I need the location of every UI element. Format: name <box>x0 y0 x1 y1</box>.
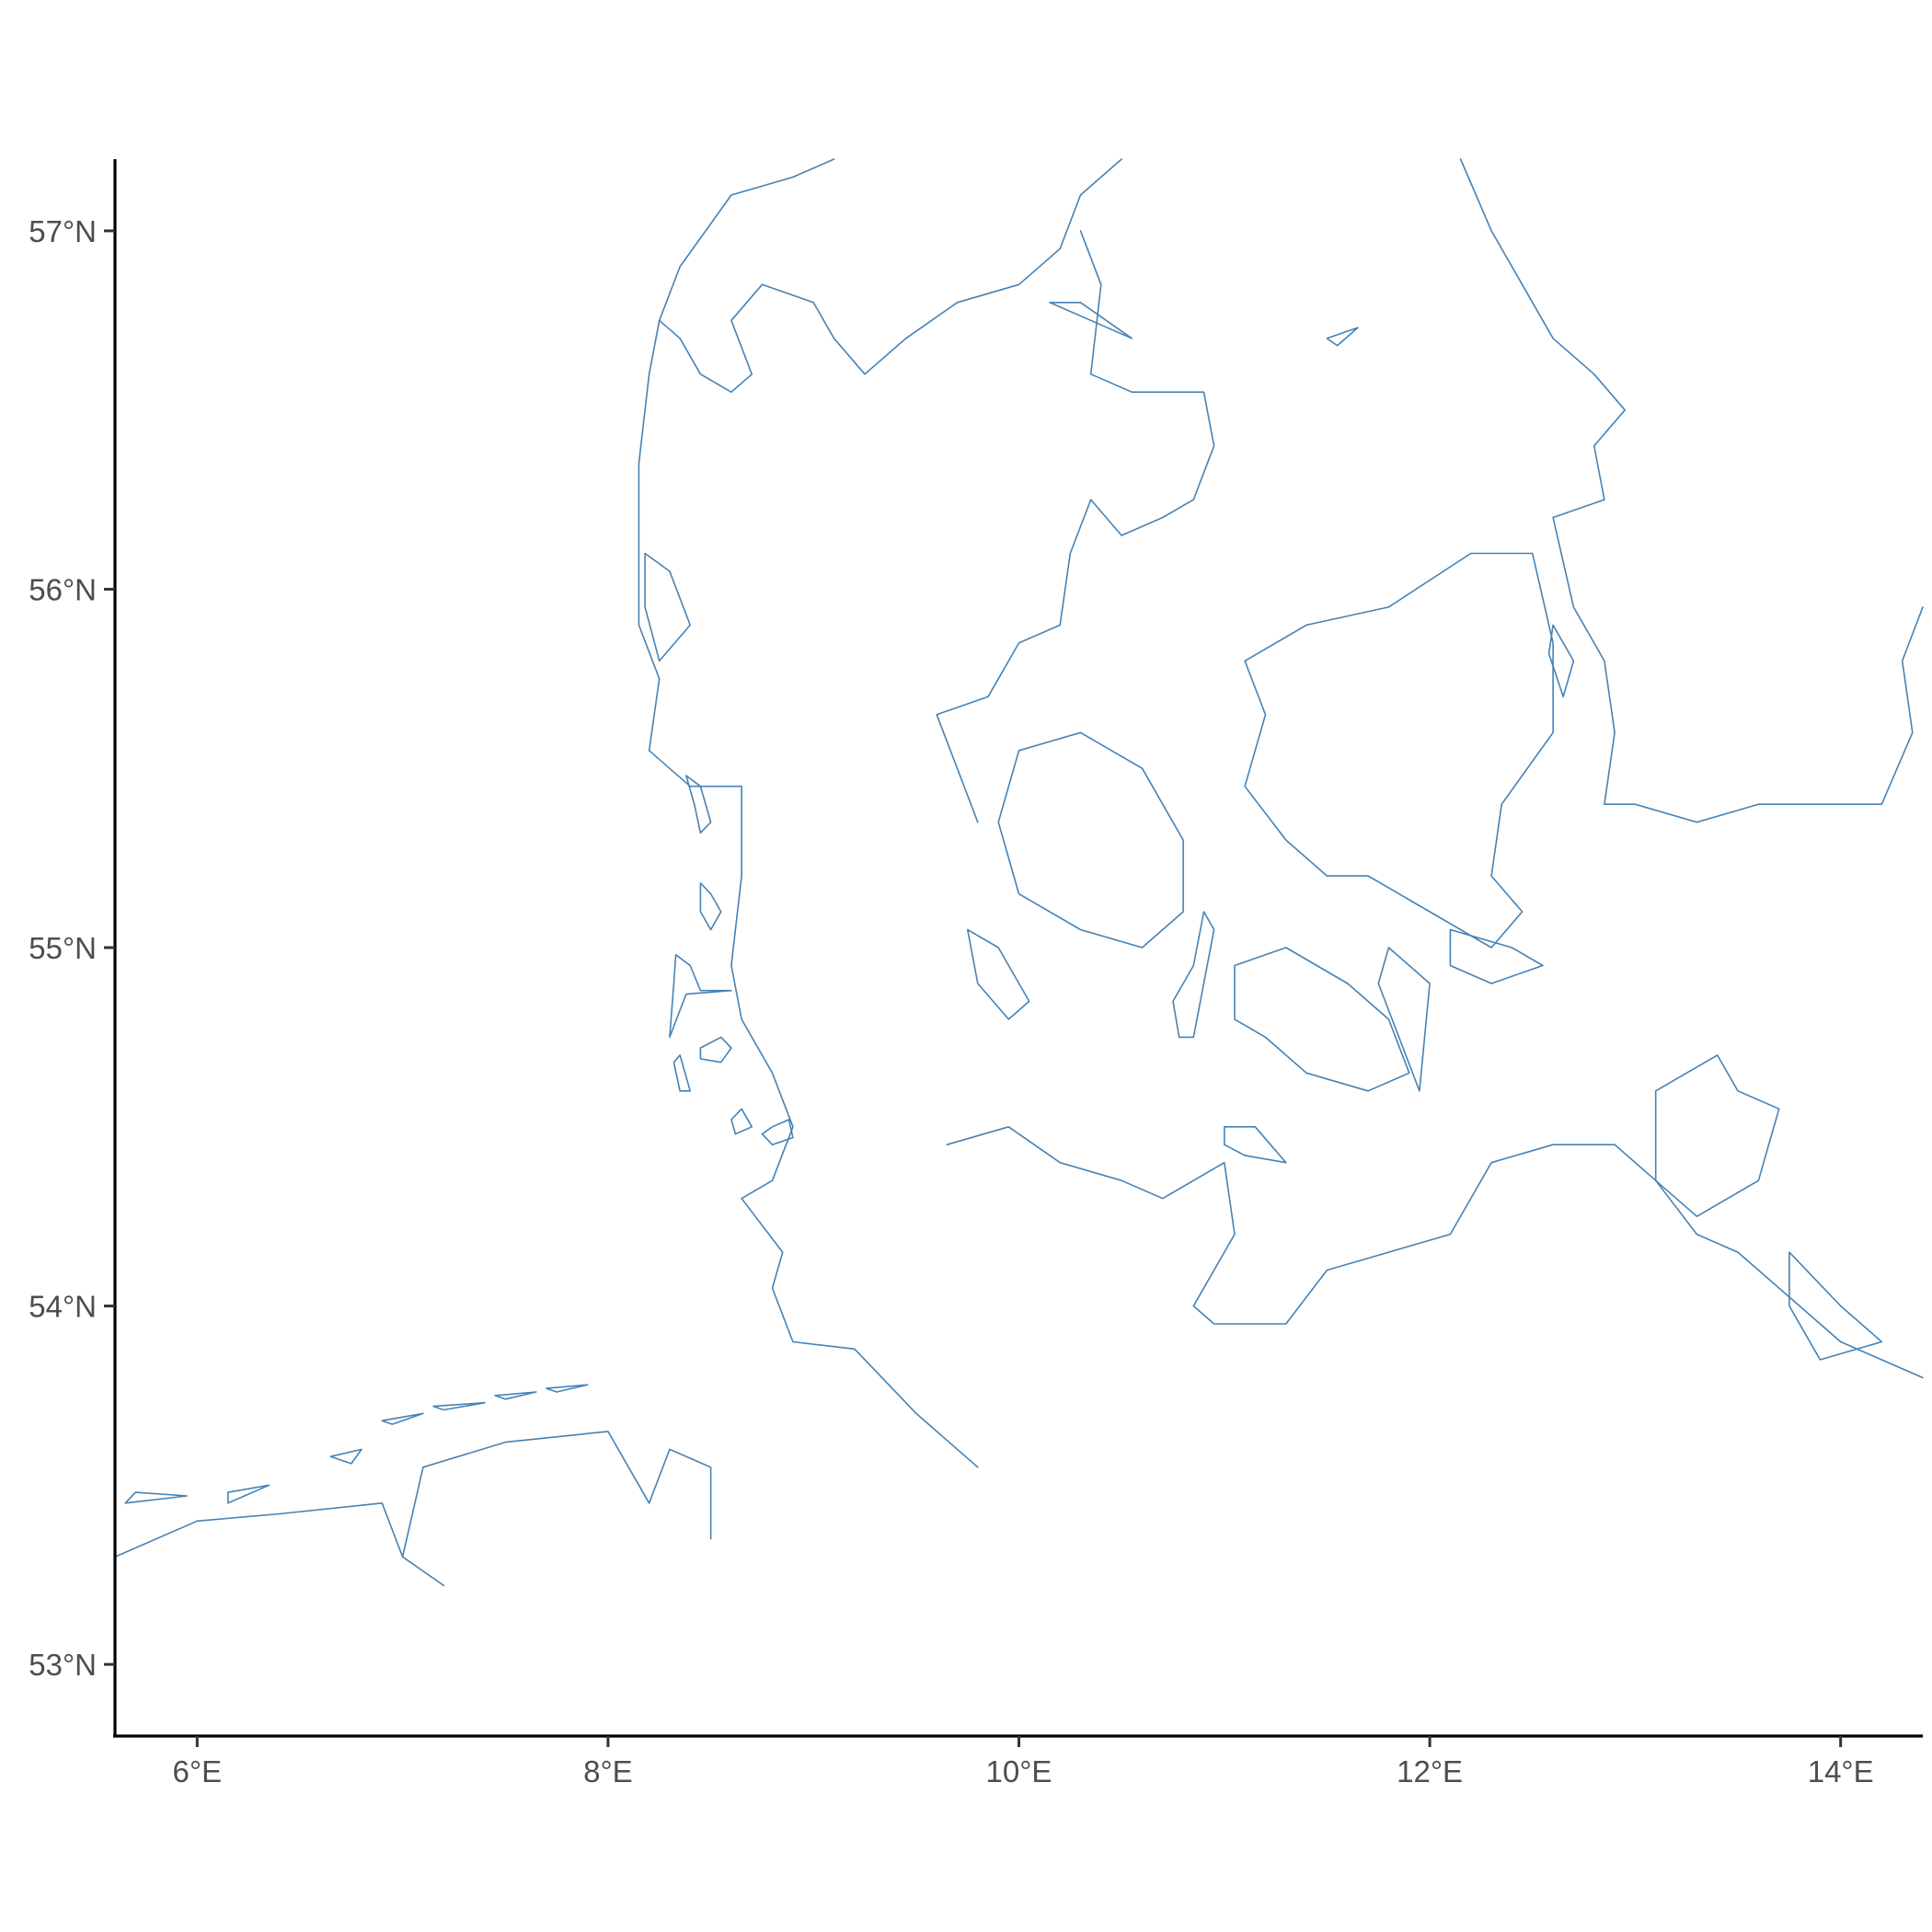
coastline-langeland <box>1172 911 1215 1039</box>
coastline-layer <box>114 158 1924 1587</box>
y-tick-label: 56°N <box>29 572 97 606</box>
coastline-east-frisian-coast <box>114 1431 712 1587</box>
coastline-anholt <box>1326 327 1359 347</box>
coastline-funen <box>997 731 1184 949</box>
coastline-limfjord <box>658 158 1122 393</box>
coastline-frisian-island-1 <box>124 1491 188 1504</box>
coastline-frisian-island-7 <box>546 1384 589 1393</box>
x-axis-ticks: 6°E 8°E 10°E 12°E 14°E <box>173 1736 1874 1788</box>
coastline-scania-swedish-coast <box>1459 158 1924 823</box>
coastline-djursland-bay <box>1049 302 1133 339</box>
x-tick-label: 6°E <box>173 1754 223 1788</box>
x-tick-label: 14°E <box>1808 1754 1874 1788</box>
coastline-rømø <box>699 882 722 931</box>
coastline-amrum <box>673 1054 691 1092</box>
x-tick-label: 10°E <box>986 1754 1052 1788</box>
coastline-fehmarn <box>1224 1126 1287 1164</box>
coastline-ringkøbing-fjord <box>644 552 691 662</box>
coastline-sylt <box>669 954 732 1039</box>
coastline-usedom <box>1788 1251 1883 1361</box>
y-tick-label: 55°N <box>29 931 97 965</box>
coastline-frisian-island-2 <box>227 1484 270 1504</box>
coastline-zealand <box>1244 552 1554 949</box>
coastline-møn <box>1449 928 1544 984</box>
y-axis-ticks: 57°N 56°N 55°N 54°N 53°N <box>29 214 115 1682</box>
coastline-nordstrand <box>761 1119 794 1145</box>
coastline-schleswig-holstein-baltic <box>946 1126 1924 1379</box>
coastline-frisian-island-5 <box>432 1401 486 1411</box>
y-tick-label: 53°N <box>29 1648 97 1682</box>
coastline-vendsyssel-east <box>936 230 1215 823</box>
coastline-falster <box>1377 947 1431 1092</box>
coastline-lolland <box>1234 947 1410 1092</box>
coastline-frisian-island-3 <box>329 1448 362 1465</box>
coastline-fanø <box>685 775 712 834</box>
coastline-jutland-west-coast <box>638 158 979 1468</box>
coastline-pellworm <box>730 1108 753 1135</box>
y-tick-label: 54°N <box>29 1290 97 1324</box>
y-tick-label: 57°N <box>29 214 97 248</box>
x-tick-label: 12°E <box>1397 1754 1463 1788</box>
coastline-rügen <box>1654 1054 1780 1217</box>
coastline-frisian-island-4 <box>381 1412 424 1425</box>
coastline-frisian-island-6 <box>494 1391 537 1400</box>
coastline-föhr <box>699 1036 732 1064</box>
coastline-ven <box>1547 624 1575 698</box>
coastline-als <box>966 928 1030 1020</box>
x-tick-label: 8°E <box>583 1754 633 1788</box>
